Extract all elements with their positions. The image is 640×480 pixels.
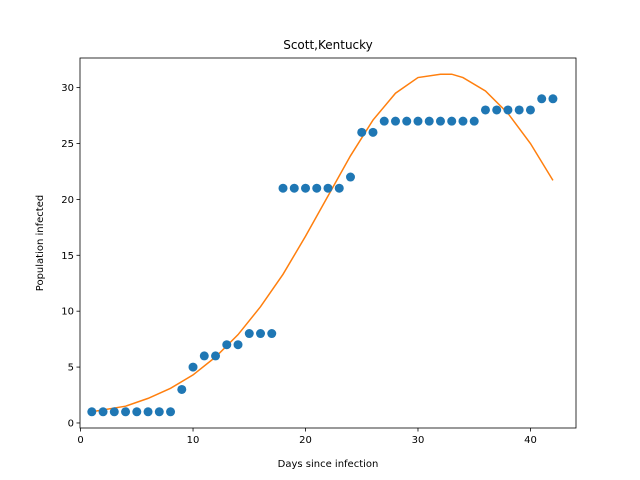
x-tick-label: 30 xyxy=(412,435,425,446)
y-tick-label: 25 xyxy=(61,139,74,150)
x-tick-label: 40 xyxy=(524,435,537,446)
data-point xyxy=(514,105,524,115)
data-point xyxy=(480,105,490,115)
y-tick-label: 10 xyxy=(61,307,74,318)
x-tick-label: 0 xyxy=(77,435,83,446)
data-point xyxy=(323,183,333,193)
data-point xyxy=(211,351,221,361)
data-point xyxy=(379,116,389,126)
data-point xyxy=(256,329,266,339)
plot-area xyxy=(87,73,558,417)
data-point xyxy=(357,127,367,137)
y-tick-label: 5 xyxy=(68,363,74,374)
fit-curve-line xyxy=(91,73,554,413)
y-tick-label: 20 xyxy=(61,195,74,206)
data-point xyxy=(109,407,119,417)
data-point xyxy=(154,407,164,417)
data-point xyxy=(368,127,378,137)
data-point xyxy=(413,116,423,126)
y-tick-label: 0 xyxy=(68,418,74,429)
y-tick-label: 15 xyxy=(61,251,74,262)
data-point xyxy=(469,116,479,126)
data-point xyxy=(301,183,311,193)
data-point xyxy=(121,407,131,417)
data-point xyxy=(177,384,187,394)
data-point xyxy=(312,183,322,193)
data-point xyxy=(435,116,445,126)
data-point xyxy=(199,351,209,361)
data-point xyxy=(525,105,535,115)
data-point xyxy=(289,183,299,193)
chart-title: Scott,Kentucky xyxy=(283,38,373,52)
data-point xyxy=(87,407,97,417)
data-point xyxy=(188,362,198,372)
data-point xyxy=(233,340,243,350)
data-point xyxy=(132,407,142,417)
data-point xyxy=(98,407,108,417)
x-tick-label: 10 xyxy=(187,435,200,446)
data-point xyxy=(458,116,468,126)
data-point xyxy=(492,105,502,115)
data-point xyxy=(345,172,355,182)
data-point xyxy=(143,407,153,417)
data-point xyxy=(548,94,558,104)
data-point xyxy=(390,116,400,126)
data-point xyxy=(166,407,176,417)
data-point xyxy=(267,329,277,339)
data-point xyxy=(222,340,232,350)
x-axis-label: Days since infection xyxy=(278,459,379,470)
data-point xyxy=(537,94,547,104)
data-point xyxy=(334,183,344,193)
x-axis: 0 10 20 30 40 xyxy=(77,428,537,446)
data-point xyxy=(402,116,412,126)
y-tick-label: 30 xyxy=(61,83,74,94)
axes-frame xyxy=(79,57,577,429)
x-tick-label: 20 xyxy=(299,435,312,446)
data-point xyxy=(278,183,288,193)
data-point xyxy=(503,105,513,115)
y-axis: 0 5 10 15 20 25 30 xyxy=(61,83,80,429)
data-point xyxy=(447,116,457,126)
y-axis-label: Population infected xyxy=(35,195,46,291)
data-point xyxy=(424,116,434,126)
data-point xyxy=(244,329,254,339)
